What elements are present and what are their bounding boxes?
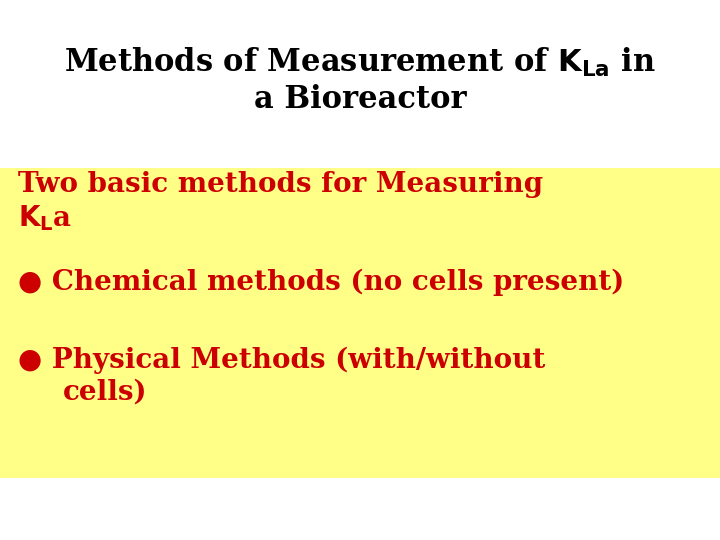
FancyBboxPatch shape: [0, 168, 720, 478]
Text: a Bioreactor: a Bioreactor: [253, 84, 467, 116]
Text: $\mathbf{K_L}$a: $\mathbf{K_L}$a: [18, 203, 72, 233]
Text: Two basic methods for Measuring: Two basic methods for Measuring: [18, 171, 543, 198]
Text: ● Physical Methods (with/without: ● Physical Methods (with/without: [18, 346, 545, 374]
Text: Methods of Measurement of $\mathbf{K_{La}}$ in: Methods of Measurement of $\mathbf{K_{La…: [64, 45, 656, 78]
Text: ● Chemical methods (no cells present): ● Chemical methods (no cells present): [18, 268, 624, 296]
Text: cells): cells): [63, 379, 148, 406]
